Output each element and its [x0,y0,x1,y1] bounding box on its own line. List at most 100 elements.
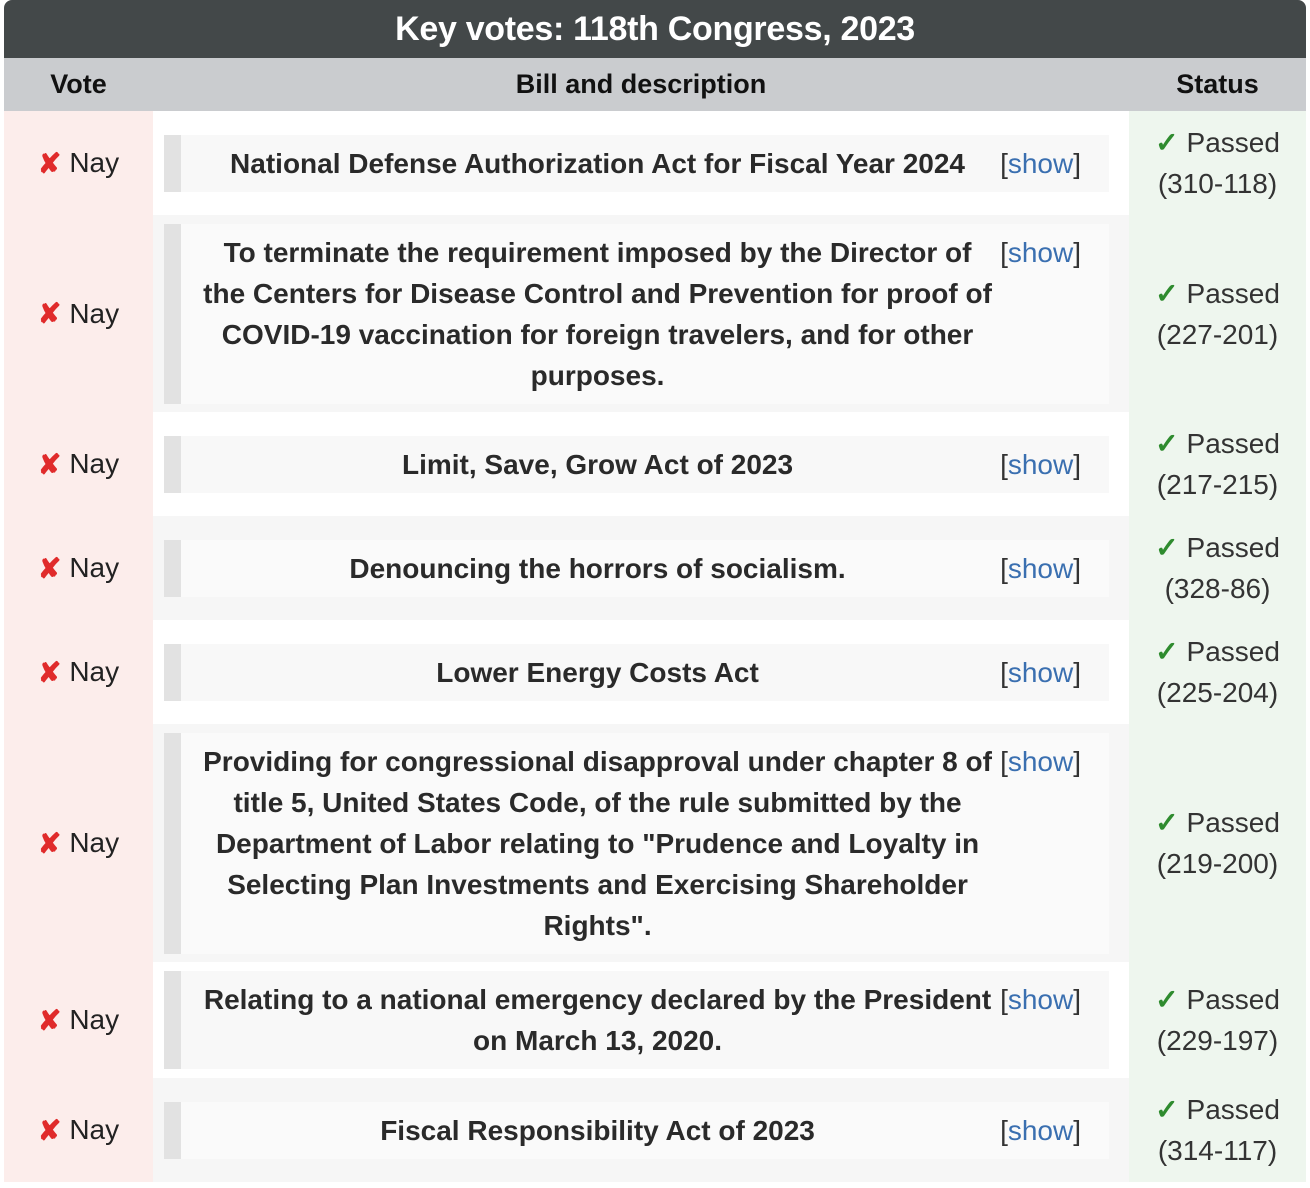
vote-tally: (217-215) [1156,469,1279,500]
header-row: Vote Bill and description Status [4,58,1306,111]
checkmark-icon: ✓ [1155,1094,1179,1125]
vote-tally: (328-86) [1164,573,1271,604]
x-mark-icon: ✘ [37,298,62,329]
vote-cell: ✘ Nay [4,1078,153,1182]
show-link[interactable]: show [1007,984,1074,1015]
bill-title: Lower Energy Costs Act [436,656,759,688]
show-toggle: [show] [1000,448,1081,480]
vote-label: Nay [69,147,120,178]
status-label: Passed [1186,984,1280,1015]
bill-bar [164,539,181,597]
bill-title: Denouncing the horrors of socialism. [349,552,846,584]
bill-box: Providing for congressional disapproval … [164,732,1109,954]
status-cell: ✓ Passed (328-86) [1129,516,1306,620]
table-row: ✘ Nay Relating to a national emergency de… [4,962,1306,1078]
bill-title: National Defense Authorization Act for F… [230,147,966,179]
vote-tally: (225-204) [1156,677,1279,708]
vote-tally: (227-201) [1156,318,1279,350]
show-toggle: [show] [1000,552,1081,584]
show-link[interactable]: show [1007,745,1074,777]
bill-bar [164,643,181,701]
bill-title: To terminate the requirement imposed by … [203,236,992,391]
checkmark-icon: ✓ [1155,532,1179,563]
vote-label: Nay [69,656,120,687]
show-link[interactable]: show [1007,656,1074,688]
status-cell: ✓ Passed (219-200) [1129,724,1306,962]
show-toggle: [show] [1000,745,1081,777]
show-link[interactable]: show [1007,147,1074,179]
status-cell: ✓ Passed (314-117) [1129,1078,1306,1182]
header-vote: Vote [50,69,107,99]
table-row: ✘ Nay Denouncing the horrors of socialism… [4,516,1306,620]
vote-cell: ✘ Nay [4,724,153,962]
header-status: Status [1176,69,1259,99]
vote-cell: ✘ Nay [4,962,153,1078]
x-mark-icon: ✘ [37,1004,62,1036]
checkmark-icon: ✓ [1155,984,1179,1015]
x-mark-icon: ✘ [37,656,62,688]
show-link[interactable]: show [1007,1114,1074,1146]
checkmark-icon: ✓ [1155,127,1179,158]
status-cell: ✓ Passed (310-118) [1129,111,1306,215]
vote-tally: (229-197) [1156,1025,1279,1056]
checkmark-icon: ✓ [1155,428,1179,459]
header-bill: Bill and description [515,69,767,99]
show-toggle: [show] [1000,984,1081,1015]
bill-box: National Defense Authorization Act for F… [164,134,1109,192]
vote-label: Nay [69,1004,120,1035]
table-title: Key votes: 118th Congress, 2023 [4,0,1306,58]
show-toggle: [show] [1000,656,1081,688]
vote-label: Nay [69,552,120,583]
x-mark-icon: ✘ [37,552,62,584]
status-label: Passed [1186,807,1280,838]
status-cell: ✓ Passed (217-215) [1129,412,1306,516]
x-mark-icon: ✘ [37,827,62,859]
bill-cell: Limit, Save, Grow Act of 2023 [show] [153,412,1129,516]
table-row: ✘ Nay Fiscal Responsibility Act of 2023 [… [4,1078,1306,1182]
status-cell: ✓ Passed (229-197) [1129,962,1306,1078]
bill-cell: Providing for congressional disapproval … [153,724,1129,962]
table-row: ✘ Nay National Defense Authorization Act … [4,111,1306,215]
bill-cell: Denouncing the horrors of socialism. [sh… [153,516,1129,620]
status-label: Passed [1186,1094,1280,1125]
bill-bar [164,971,181,1069]
show-link[interactable]: show [1007,448,1074,480]
bill-box: To terminate the requirement imposed by … [164,223,1109,404]
bill-box: Lower Energy Costs Act [show] [164,643,1109,701]
vote-cell: ✘ Nay [4,620,153,724]
bill-cell: National Defense Authorization Act for F… [153,111,1129,215]
vote-tally: (219-200) [1156,848,1279,879]
show-toggle: [show] [1000,147,1081,179]
vote-cell: ✘ Nay [4,516,153,620]
show-link[interactable]: show [1007,552,1074,584]
bill-box: Limit, Save, Grow Act of 2023 [show] [164,435,1109,493]
bill-box: Fiscal Responsibility Act of 2023 [show] [164,1101,1109,1159]
status-label: Passed [1186,428,1280,459]
vote-label: Nay [69,827,120,858]
bill-title: Limit, Save, Grow Act of 2023 [401,448,794,480]
bill-bar [164,435,181,493]
status-label: Passed [1186,636,1280,667]
bill-cell: Relating to a national emergency declare… [153,962,1129,1078]
vote-label: Nay [69,1114,120,1145]
bill-cell: To terminate the requirement imposed by … [153,215,1129,412]
checkmark-icon: ✓ [1155,277,1179,309]
bill-bar [164,732,181,954]
table-row: ✘ Nay Lower Energy Costs Act [show] ✓ Pass… [4,620,1306,724]
vote-label: Nay [69,297,120,329]
status-cell: ✓ Passed (225-204) [1129,620,1306,724]
vote-tally: (310-118) [1157,168,1278,199]
x-mark-icon: ✘ [37,147,62,179]
x-mark-icon: ✘ [37,1114,62,1146]
bill-box: Denouncing the horrors of socialism. [sh… [164,539,1109,597]
show-link[interactable]: show [1007,236,1074,268]
checkmark-icon: ✓ [1155,807,1179,838]
vote-tally: (314-117) [1157,1135,1278,1166]
show-toggle: [show] [1000,236,1081,268]
status-label: Passed [1186,532,1280,563]
show-toggle: [show] [1000,1114,1081,1146]
status-label: Passed [1186,277,1280,309]
table-row: ✘ Nay To terminate the requirement impose… [4,215,1306,412]
table-row: ✘ Nay Providing for congressional disappr… [4,724,1306,962]
table-row: ✘ Nay Limit, Save, Grow Act of 2023 [show… [4,412,1306,516]
